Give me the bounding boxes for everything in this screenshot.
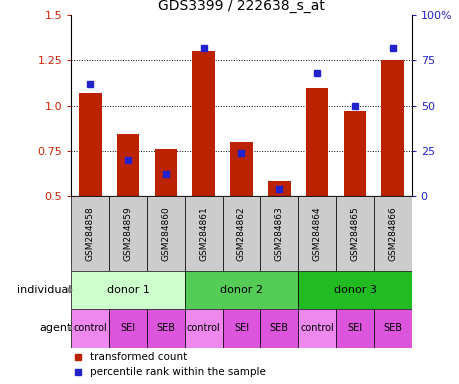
Text: GSM284859: GSM284859 <box>123 206 132 261</box>
Bar <box>185 309 222 348</box>
Bar <box>146 196 185 271</box>
Text: donor 2: donor 2 <box>219 285 263 295</box>
Text: SEI: SEI <box>234 323 248 333</box>
Text: GSM284866: GSM284866 <box>387 206 397 261</box>
Title: GDS3399 / 222638_s_at: GDS3399 / 222638_s_at <box>158 0 324 13</box>
Bar <box>336 309 373 348</box>
Text: control: control <box>186 323 220 333</box>
Bar <box>268 181 290 196</box>
Bar <box>185 271 297 309</box>
Bar <box>117 134 139 196</box>
Bar <box>109 196 146 271</box>
Bar <box>71 271 185 309</box>
Text: SEI: SEI <box>347 323 362 333</box>
Text: GSM284864: GSM284864 <box>312 206 321 261</box>
Text: GSM284861: GSM284861 <box>199 206 208 261</box>
Bar <box>222 309 260 348</box>
Bar <box>230 142 252 196</box>
Text: GSM284860: GSM284860 <box>161 206 170 261</box>
Bar <box>154 149 177 196</box>
Bar <box>78 93 101 196</box>
Text: transformed count: transformed count <box>90 352 187 362</box>
Bar <box>343 111 365 196</box>
Bar <box>297 271 411 309</box>
Bar <box>260 196 297 271</box>
Bar <box>146 309 185 348</box>
Text: GSM284865: GSM284865 <box>350 206 358 261</box>
Bar <box>222 196 260 271</box>
Bar <box>192 51 214 196</box>
Text: SEB: SEB <box>269 323 288 333</box>
Bar <box>297 309 336 348</box>
Text: SEB: SEB <box>382 323 402 333</box>
Text: agent: agent <box>39 323 71 333</box>
Text: control: control <box>300 323 333 333</box>
Text: SEB: SEB <box>156 323 175 333</box>
Text: donor 1: donor 1 <box>106 285 149 295</box>
Text: GSM284858: GSM284858 <box>85 206 95 261</box>
Text: control: control <box>73 323 107 333</box>
Bar <box>336 196 373 271</box>
Text: SEI: SEI <box>120 323 135 333</box>
Bar <box>109 309 146 348</box>
Bar <box>71 196 109 271</box>
Text: percentile rank within the sample: percentile rank within the sample <box>90 367 265 377</box>
Bar <box>185 196 222 271</box>
Bar <box>373 309 411 348</box>
Bar <box>373 196 411 271</box>
Text: donor 3: donor 3 <box>333 285 375 295</box>
Bar <box>305 88 328 196</box>
Text: GSM284862: GSM284862 <box>236 206 246 261</box>
Bar <box>71 309 109 348</box>
Bar <box>260 309 297 348</box>
Text: individual: individual <box>17 285 71 295</box>
Bar <box>297 196 336 271</box>
Text: GSM284863: GSM284863 <box>274 206 283 261</box>
Bar <box>381 61 403 196</box>
